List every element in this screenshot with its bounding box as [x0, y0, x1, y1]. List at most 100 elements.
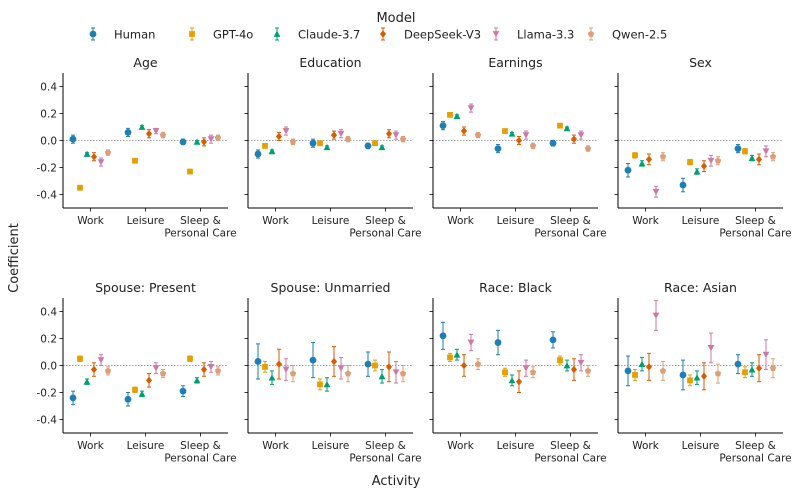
x-tick-label: Sleep & Personal Care — [719, 440, 791, 465]
point-marker — [69, 394, 77, 402]
point-marker — [145, 376, 153, 385]
point-marker — [317, 381, 323, 388]
data-point-deepseek-v3 — [700, 362, 708, 391]
data-point-llama-3-3 — [652, 185, 660, 198]
point-marker — [262, 363, 268, 370]
y-tick-label: 0.0 — [40, 361, 57, 373]
point-marker — [83, 150, 91, 157]
data-point-qwen-2-5 — [159, 131, 167, 139]
data-point-claude-3-7 — [193, 138, 201, 145]
data-point-llama-3-3 — [282, 358, 290, 381]
y-tick-label: 0.4 — [40, 307, 57, 319]
point-marker — [254, 150, 262, 158]
data-point-llama-3-3 — [392, 360, 400, 384]
data-point-llama-3-3 — [97, 354, 105, 366]
data-point-qwen-2-5 — [714, 363, 722, 384]
point-marker — [187, 355, 193, 362]
y-tick-label: 0.0 — [40, 136, 57, 148]
data-point-llama-3-3 — [392, 130, 400, 140]
point-marker — [714, 370, 722, 377]
point-marker — [508, 376, 516, 384]
data-point-gpt-4o — [632, 369, 638, 381]
point-marker — [392, 369, 400, 376]
data-point-gpt-4o — [317, 378, 323, 391]
point-marker — [742, 369, 748, 376]
data-point-deepseek-v3 — [460, 354, 468, 377]
data-point-claude-3-7 — [268, 147, 276, 155]
data-point-deepseek-v3 — [385, 351, 393, 383]
data-point-gpt-4o — [687, 158, 693, 166]
point-marker — [549, 139, 557, 147]
point-marker — [399, 370, 407, 377]
data-point-claude-3-7 — [193, 376, 201, 384]
point-marker — [193, 376, 201, 384]
point-marker — [372, 140, 378, 147]
data-point-llama-3-3 — [152, 362, 160, 375]
point-marker — [645, 155, 653, 164]
x-tick-label-line: Personal Care — [719, 228, 791, 240]
point-marker — [152, 128, 160, 135]
panel-title: Sex — [689, 55, 712, 70]
point-marker — [515, 136, 523, 145]
point-marker — [214, 367, 222, 374]
data-point-qwen-2-5 — [769, 358, 777, 379]
legend-entry-llama-3-3: Llama-3.3 — [492, 27, 574, 42]
point-marker — [659, 367, 667, 374]
point-marker — [399, 135, 407, 142]
x-tick-label: Work — [632, 215, 660, 227]
data-point-deepseek-v3 — [515, 370, 523, 393]
data-point-human — [179, 385, 187, 398]
point-marker — [762, 351, 770, 359]
data-point-gpt-4o — [372, 359, 378, 372]
x-tick-label: Leisure — [497, 440, 535, 452]
point-marker — [179, 387, 187, 395]
point-marker — [262, 143, 268, 149]
point-marker — [145, 130, 153, 138]
data-point-human — [494, 144, 502, 154]
data-point-deepseek-v3 — [275, 348, 283, 380]
data-point-deepseek-v3 — [570, 134, 578, 144]
x-tick-label-line: Work — [447, 215, 475, 227]
data-point-human — [624, 162, 632, 178]
data-point-llama-3-3 — [282, 126, 290, 136]
data-point-gpt-4o — [262, 360, 268, 373]
point-marker — [200, 365, 208, 374]
data-point-deepseek-v3 — [385, 129, 393, 139]
data-point-qwen-2-5 — [529, 142, 537, 150]
point-marker — [152, 365, 160, 372]
x-tick-label: Sleep & Personal Care — [349, 440, 421, 465]
point-marker — [138, 123, 146, 130]
data-point-deepseek-v3 — [200, 362, 208, 377]
data-point-gpt-4o — [502, 128, 508, 134]
data-point-llama-3-3 — [207, 134, 215, 144]
point-marker — [570, 135, 578, 143]
data-point-human — [124, 127, 132, 137]
data-point-qwen-2-5 — [659, 360, 667, 381]
data-point-gpt-4o — [262, 143, 268, 149]
data-point-qwen-2-5 — [289, 365, 297, 383]
point-marker — [638, 360, 646, 368]
data-point-gpt-4o — [132, 386, 138, 393]
point-marker — [385, 130, 393, 138]
data-point-qwen-2-5 — [344, 365, 352, 383]
point-marker — [748, 154, 756, 161]
point-marker — [522, 365, 530, 372]
point-marker — [268, 374, 276, 381]
data-point-deepseek-v3 — [570, 358, 578, 381]
data-point-qwen-2-5 — [584, 365, 592, 377]
point-marker — [138, 390, 146, 397]
point-marker — [570, 365, 578, 374]
data-point-claude-3-7 — [323, 143, 331, 151]
point-marker — [289, 370, 297, 377]
x-tick-label-line: Personal Care — [164, 453, 236, 465]
point-marker — [714, 157, 722, 164]
point-marker — [453, 351, 461, 358]
data-point-qwen-2-5 — [214, 134, 222, 141]
point-marker — [707, 345, 715, 352]
legend-title: Model — [376, 11, 415, 26]
x-tick-label-line: Personal Care — [534, 453, 606, 465]
point-marker — [289, 138, 297, 145]
data-point-qwen-2-5 — [474, 358, 482, 371]
point-marker — [200, 138, 208, 146]
point-marker — [557, 122, 563, 129]
